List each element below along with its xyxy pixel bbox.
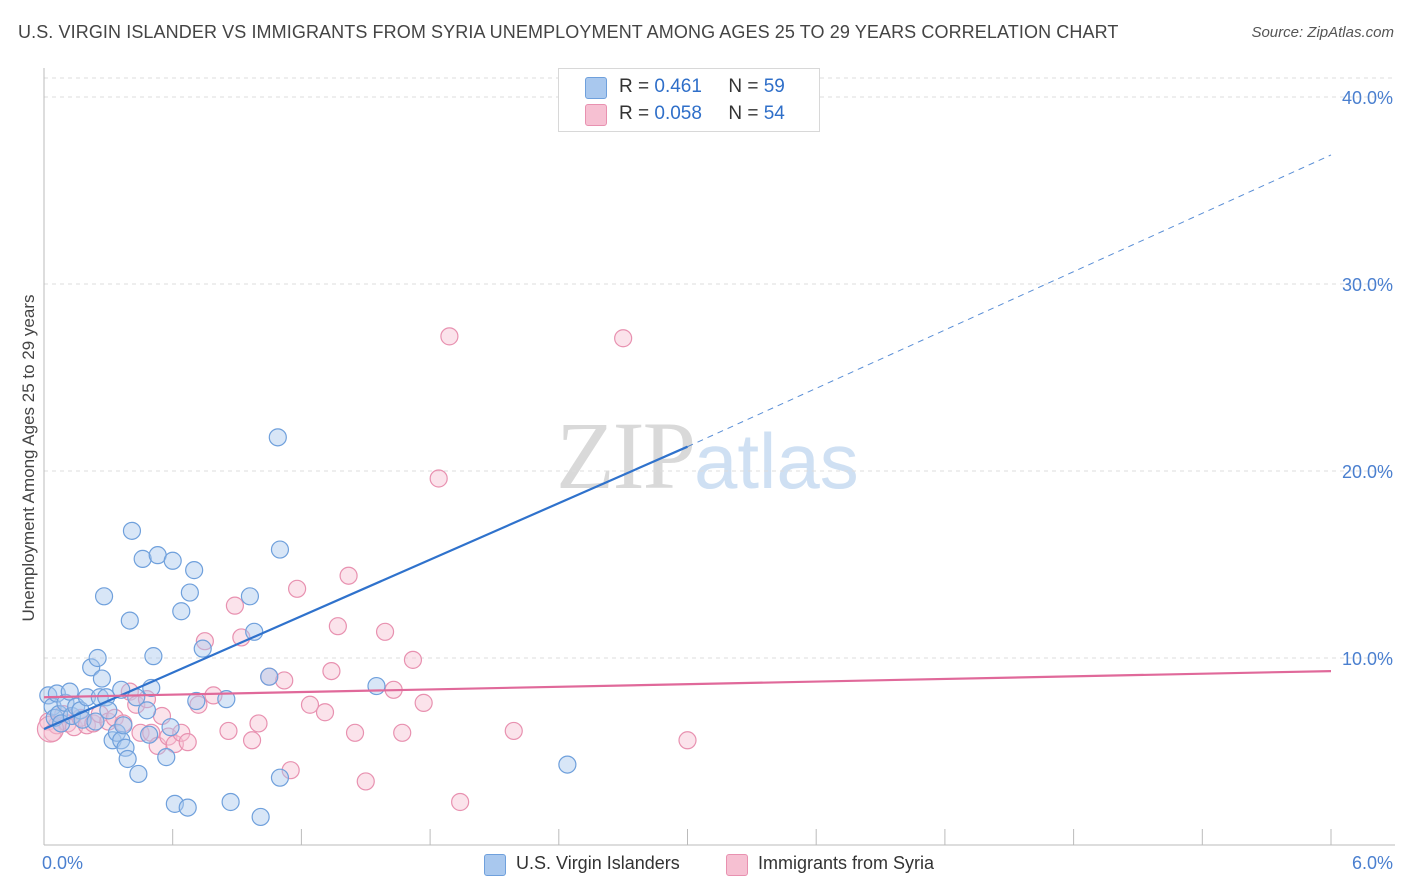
syria-point	[219, 721, 238, 741]
syria-point	[345, 723, 365, 742]
syria-point	[328, 617, 347, 636]
virgin-islander-point	[178, 798, 197, 817]
virgin-islander-point	[140, 725, 159, 744]
virgin-islander-point	[558, 755, 577, 774]
pink-swatch	[585, 104, 607, 126]
correlation-legend: R = 0.461 N = 59 R = 0.058 N = 54	[558, 68, 820, 132]
x-tick-label: 0.0%	[42, 853, 83, 873]
chart-title: U.S. VIRGIN ISLANDER VS IMMIGRANTS FROM …	[18, 22, 1119, 42]
virgin-islander-point	[270, 768, 290, 787]
legend-text: R = 0.461 N = 59	[619, 76, 785, 98]
virgin-islander-point	[270, 540, 290, 559]
virgin-islander-point	[118, 749, 137, 769]
y-tick-label: 10.0%	[1342, 649, 1393, 669]
syria-point	[614, 329, 633, 348]
virgin-islander-point	[187, 691, 206, 711]
virgin-islander-point	[221, 792, 240, 812]
virgin-islander-point	[240, 587, 260, 606]
syria-point	[339, 566, 358, 585]
syria-point	[281, 761, 300, 780]
syria-point	[504, 721, 523, 741]
r-label: R =	[619, 76, 650, 97]
syria-point	[315, 703, 335, 722]
y-tick-label: 30.0%	[1342, 275, 1393, 295]
y-tick-label: 40.0%	[1342, 88, 1393, 108]
syria-point	[678, 731, 697, 750]
syria-point	[275, 671, 294, 690]
virgin-islander-point	[129, 764, 148, 784]
virgin-islander-point	[180, 583, 199, 602]
syria-point	[300, 695, 320, 714]
n-label: N =	[728, 103, 759, 124]
syria-point	[249, 714, 268, 733]
virgin-islander-points	[39, 428, 577, 827]
y-tick-label: 20.0%	[1342, 462, 1393, 482]
virgin-islander-trend-line	[43, 445, 688, 731]
virgin-islander-point	[144, 647, 163, 666]
syria-point	[172, 723, 191, 742]
virgin-islander-point	[260, 667, 279, 686]
syria-point	[178, 733, 197, 752]
virgin-islander-point	[217, 690, 236, 709]
r-label: R =	[619, 103, 650, 124]
pink-swatch	[726, 854, 748, 876]
x-tick-label: 6.0%	[1352, 853, 1393, 873]
syria-point	[393, 723, 412, 742]
legend-text: R = 0.058 N = 54	[619, 103, 785, 125]
series-legend: U.S. Virgin Islanders Immigrants from Sy…	[0, 852, 1406, 878]
virgin-islander-point	[88, 648, 107, 668]
virgin-islander-trend-extension	[687, 154, 1332, 448]
virgin-islander-point	[161, 718, 180, 737]
blue-swatch	[585, 77, 607, 99]
syria-point	[322, 661, 341, 681]
syria-points	[36, 327, 697, 812]
series-label: U.S. Virgin Islanders	[516, 853, 680, 873]
syria-point	[451, 792, 470, 812]
r-value: 0.461	[654, 76, 702, 97]
n-value: 54	[763, 103, 785, 124]
virgin-islander-point	[137, 701, 157, 720]
axis-layer	[43, 68, 1395, 846]
virgin-islander-point	[56, 693, 75, 712]
virgin-islander-point	[133, 549, 152, 568]
syria-trend-line	[43, 669, 1332, 699]
syria-point	[195, 632, 214, 651]
virgin-islander-point	[172, 602, 191, 621]
syria-point	[414, 693, 433, 712]
chart-source: Source: ZipAtlas.com	[1251, 24, 1394, 41]
syria-point	[356, 772, 375, 791]
virgin-islander-point	[120, 611, 139, 630]
syria-point	[242, 731, 262, 750]
virgin-islander-point	[268, 428, 287, 447]
blue-swatch	[484, 854, 506, 876]
trend-lines	[43, 154, 1332, 731]
r-value: 0.058	[654, 103, 702, 124]
tick-labels: 10.0% 20.0% 30.0% 40.0% 0.0% 6.0%	[42, 88, 1393, 873]
virgin-islander-point	[92, 669, 112, 688]
virgin-islander-point	[94, 587, 114, 606]
syria-point	[375, 622, 395, 641]
n-value: 59	[763, 76, 785, 97]
virgin-islander-point	[116, 738, 135, 757]
n-label: N =	[728, 76, 759, 97]
virgin-islander-point	[157, 748, 176, 767]
virgin-islander-point	[251, 807, 270, 827]
syria-point	[403, 650, 423, 669]
grid-layer	[44, 77, 1395, 659]
syria-point	[288, 579, 307, 598]
syria-point	[429, 469, 448, 488]
virgin-islander-point	[163, 551, 182, 570]
series-label: Immigrants from Syria	[758, 853, 935, 873]
virgin-islander-point	[185, 561, 204, 580]
virgin-islander-point	[86, 712, 105, 731]
virgin-islander-point	[367, 676, 386, 696]
syria-point	[225, 596, 245, 615]
virgin-islander-point	[114, 716, 133, 735]
virgin-islander-point	[122, 521, 142, 540]
syria-point	[440, 327, 459, 346]
virgin-islander-point	[82, 658, 101, 677]
virgin-islander-point	[193, 639, 212, 658]
